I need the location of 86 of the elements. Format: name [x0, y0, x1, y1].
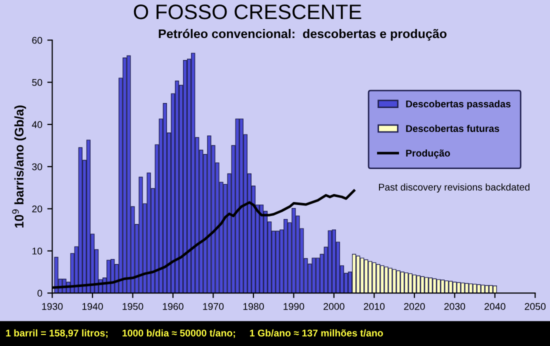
x-tick-label: 2030 — [444, 303, 466, 310]
bar — [146, 172, 151, 294]
bar — [424, 277, 429, 294]
bar — [332, 229, 336, 294]
bar — [86, 140, 91, 294]
x-tick-label: 1930 — [42, 303, 63, 310]
y-tick-label: 60 — [32, 36, 42, 44]
chart-subtitle: Petróleo convencional: descobertas e produção — [158, 28, 447, 41]
y-tick-label: 20 — [32, 205, 42, 212]
bar — [416, 275, 421, 294]
bar — [312, 258, 316, 294]
x-tick-label: 2040 — [484, 303, 506, 310]
bar — [448, 280, 453, 294]
y-tick-label: 50 — [32, 79, 42, 86]
bar — [460, 282, 465, 294]
annotation: Past discovery revisions backdated — [379, 183, 530, 193]
bar — [392, 269, 396, 294]
bar — [436, 279, 441, 294]
bar — [207, 135, 212, 294]
bar — [174, 80, 180, 294]
bar — [182, 60, 188, 294]
y-tick-label: 40 — [32, 121, 42, 128]
bar — [191, 52, 196, 294]
bar — [380, 265, 384, 294]
bar — [384, 266, 388, 294]
bar — [412, 274, 416, 294]
bar — [464, 283, 469, 294]
chart-title: O FOSSO CRESCENTE — [134, 4, 362, 20]
legend-label: Descobertas futuras — [406, 124, 500, 132]
bar — [480, 284, 485, 294]
bar — [440, 280, 445, 294]
bar — [78, 147, 82, 294]
bar — [428, 278, 433, 294]
bar — [404, 272, 408, 294]
y-axis-title: 10$^{9}$ barris/ano (Gb/a) — [12, 106, 26, 228]
y-tick-label: 0 — [38, 290, 42, 297]
bar — [328, 230, 332, 294]
bar — [352, 254, 356, 294]
bar — [364, 259, 368, 294]
bar — [456, 282, 461, 294]
bar — [239, 118, 244, 294]
x-tick-label: 1990 — [284, 303, 304, 310]
x-tick-label: 1940 — [82, 303, 103, 310]
x-tick-label: 1980 — [243, 303, 264, 310]
bar — [472, 284, 477, 294]
bar — [54, 256, 58, 294]
bar — [316, 258, 320, 294]
y-tick-label: 10 — [32, 248, 42, 255]
bar — [484, 285, 489, 294]
bar — [162, 103, 167, 294]
bar — [444, 280, 449, 294]
bar — [396, 270, 400, 294]
bar — [122, 57, 127, 294]
bar — [492, 286, 497, 294]
bar — [356, 256, 360, 294]
bar — [388, 268, 392, 294]
bar — [376, 264, 380, 294]
y-tick-label: 30 — [32, 163, 42, 170]
bar — [476, 284, 481, 294]
x-tick-label: 2020 — [404, 303, 425, 310]
text: 1 barril = 158,97 litros; 1000 b/dia ≈ 50000 t/ano; 1 Gb/ano ≈ 137 milhões t/ano — [6, 329, 383, 338]
legend-label: Produção — [406, 149, 450, 159]
bar — [259, 204, 264, 294]
bar — [235, 118, 240, 294]
x-tick-label: 1950 — [122, 303, 144, 310]
bar — [292, 208, 296, 294]
bar — [138, 176, 143, 294]
bar — [400, 272, 404, 294]
bar — [368, 261, 372, 294]
bar — [420, 276, 425, 294]
bar — [360, 258, 364, 294]
bar — [452, 282, 457, 294]
bar — [408, 273, 412, 294]
x-tick-label: 2010 — [364, 303, 385, 310]
bar — [126, 55, 131, 294]
x-tick-label: 1960 — [162, 303, 184, 310]
bar — [284, 218, 288, 294]
bar — [432, 278, 437, 294]
bar — [488, 285, 493, 294]
bar — [468, 283, 473, 294]
bar — [372, 262, 376, 294]
x-tick-label: 2000 — [324, 303, 344, 310]
legend-label: Descobertas passadas — [406, 100, 511, 110]
x-tick-label: 1970 — [203, 303, 224, 310]
bar — [276, 230, 280, 294]
x-tick-label: 2050 — [524, 303, 546, 310]
